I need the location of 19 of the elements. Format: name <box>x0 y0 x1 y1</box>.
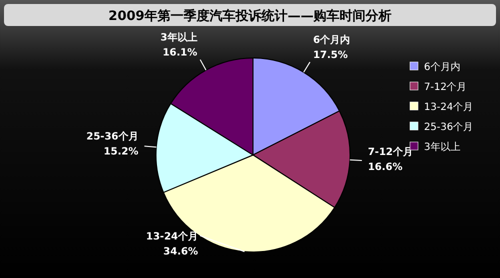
legend-item: 7-12个月 <box>410 82 467 93</box>
data-label: 17.5% <box>313 50 348 61</box>
legend-label: 25-36个月 <box>424 121 474 133</box>
chart-title: 2009年第一季度汽车投诉统计——购车时间分析 <box>108 8 392 24</box>
data-label: 15.2% <box>104 146 138 158</box>
legend-label: 7-12个月 <box>424 81 467 93</box>
slice-label: 6个月内 <box>313 34 350 46</box>
slice-label: 3年以上 <box>160 31 198 44</box>
slice-label: 25-36个月 <box>86 130 138 143</box>
legend-item: 6个月内 <box>410 62 460 73</box>
legend-label: 3年以上 <box>424 141 460 153</box>
data-label: 34.6% <box>163 246 198 258</box>
legend-label: 6个月内 <box>424 61 460 73</box>
legend-item: 25-36个月 <box>410 122 474 133</box>
slice-label: 13-24个月 <box>146 230 198 243</box>
legend-item: 13-24个月 <box>410 102 474 113</box>
legend-item: 3年以上 <box>410 142 460 153</box>
data-label: 16.1% <box>162 47 198 58</box>
data-label: 16.6% <box>368 162 403 173</box>
